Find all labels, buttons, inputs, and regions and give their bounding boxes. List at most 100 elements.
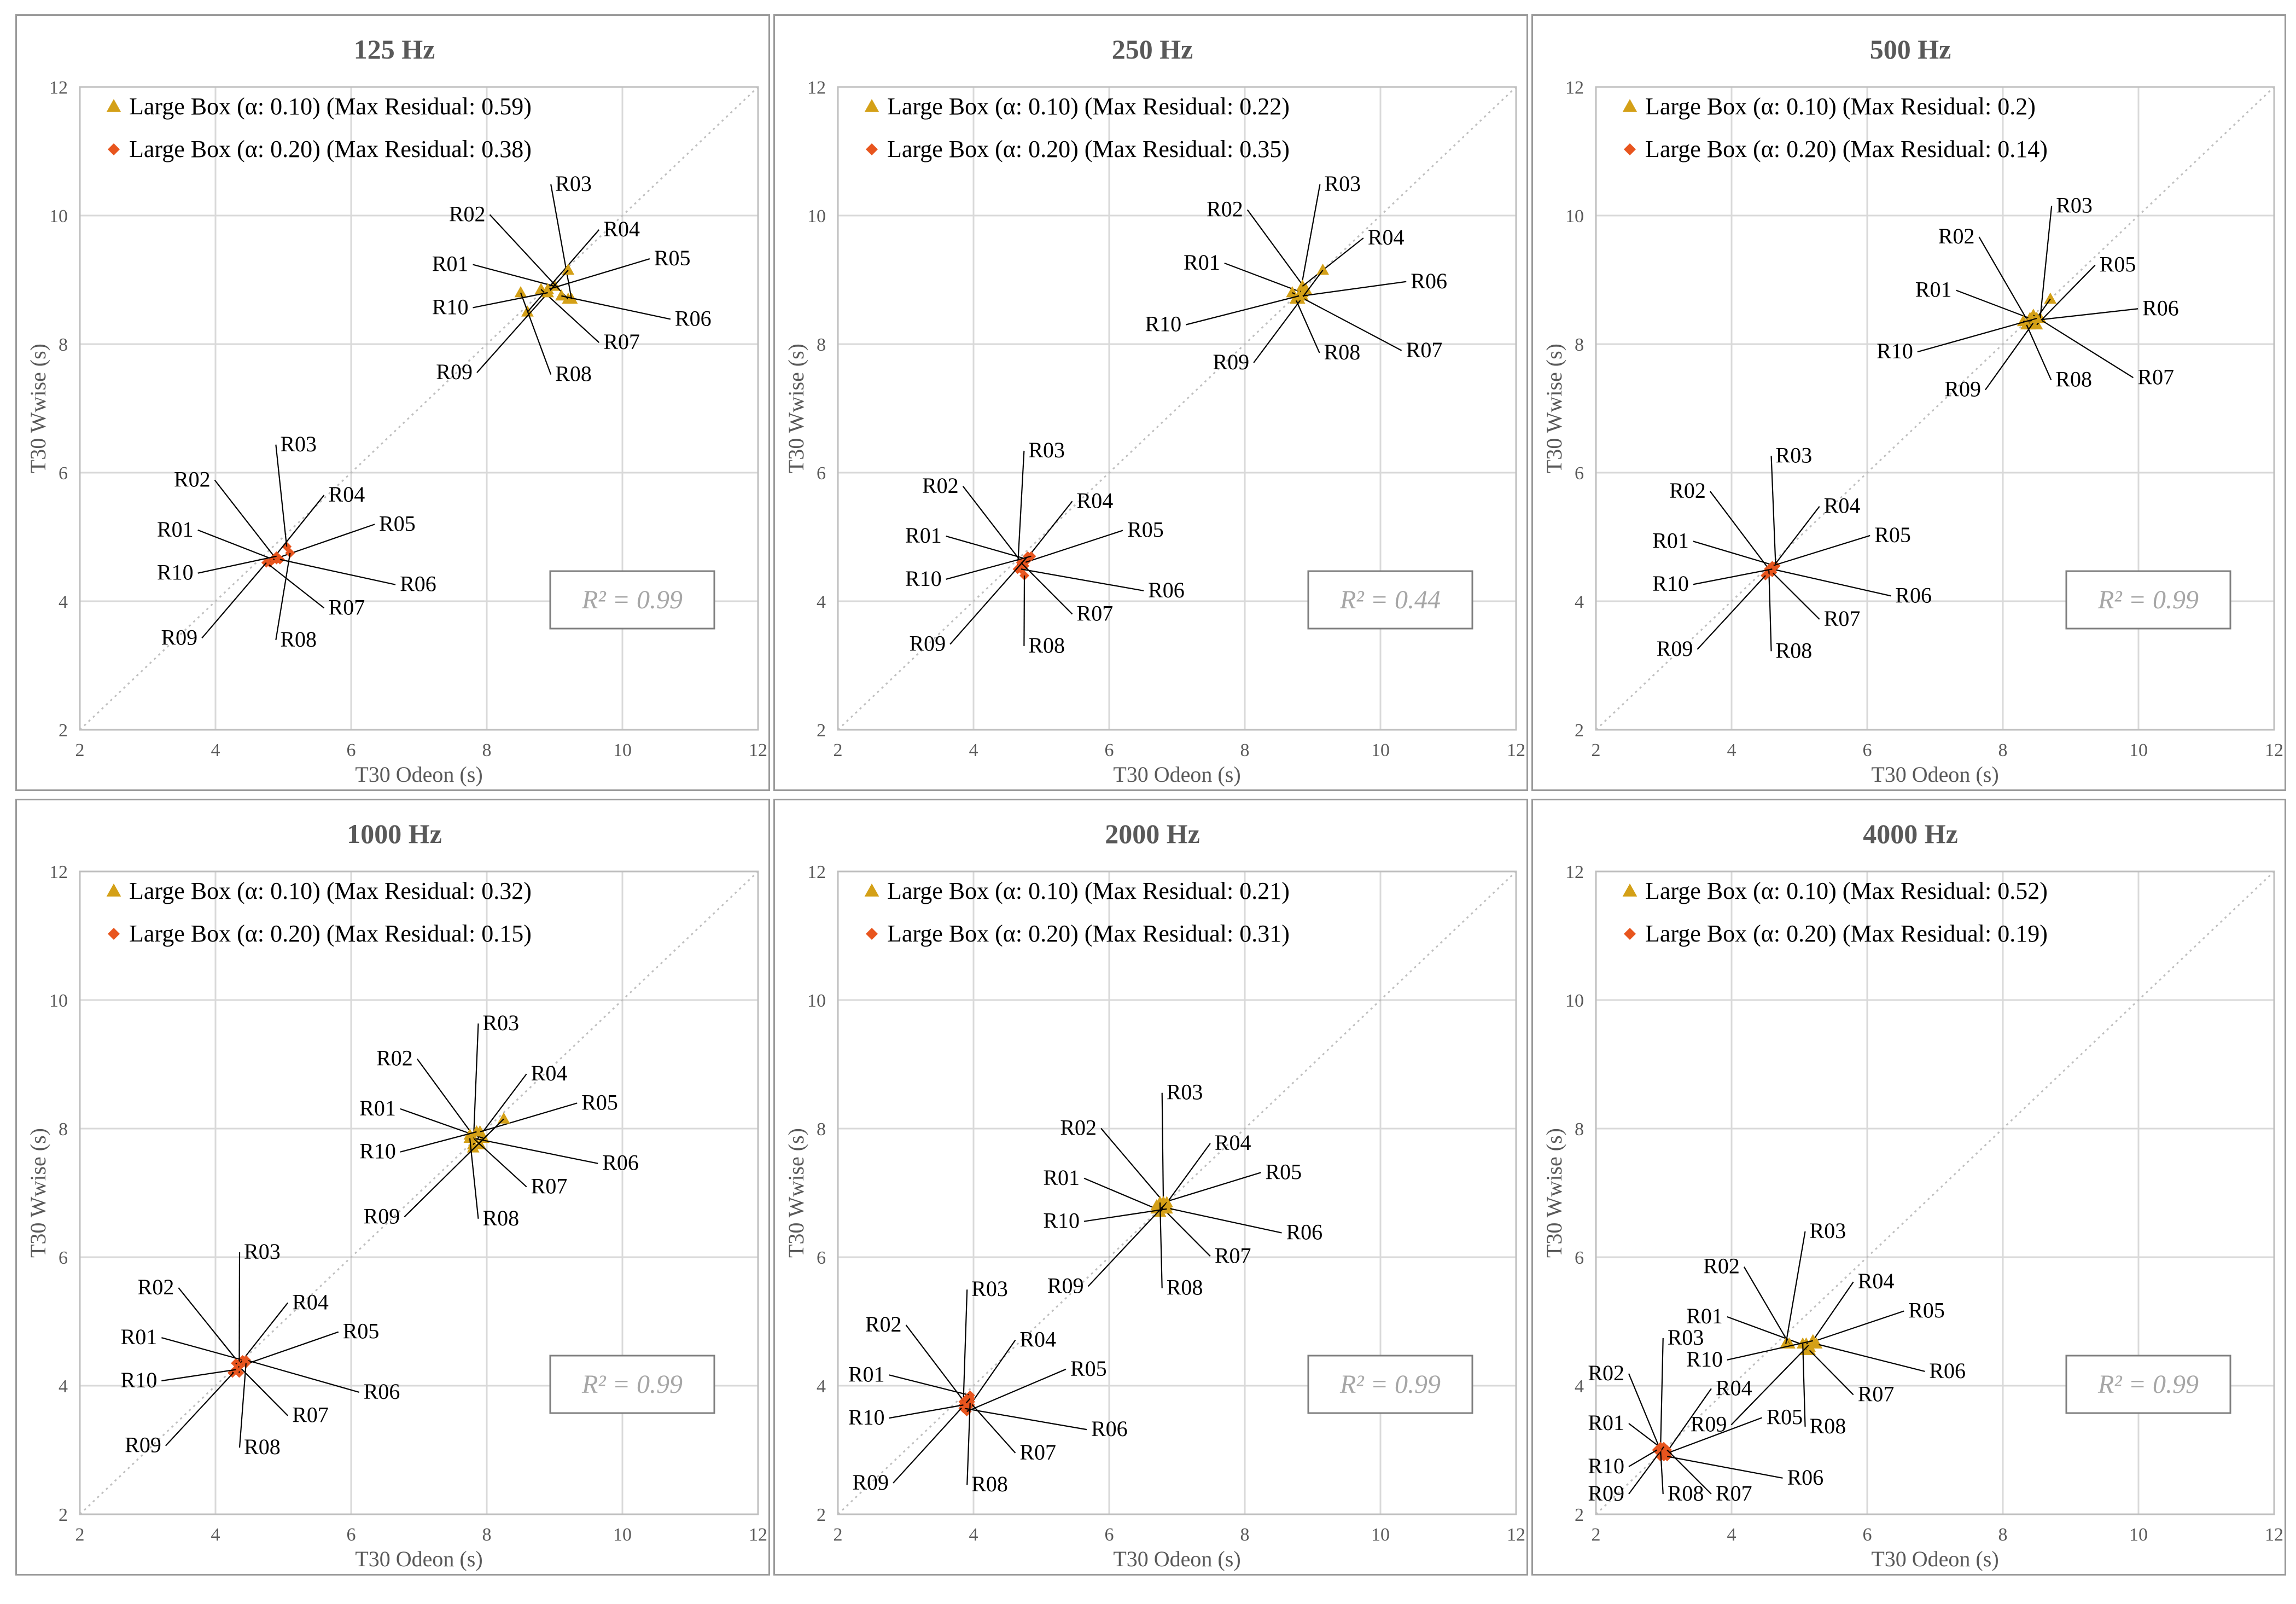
point-label: R09 bbox=[1047, 1273, 1084, 1298]
y-tick-label: 2 bbox=[59, 1505, 68, 1525]
label-leader-line bbox=[197, 555, 277, 574]
data-point-triangle bbox=[2020, 318, 2033, 330]
y-tick-label: 10 bbox=[49, 206, 68, 226]
y-tick-label: 10 bbox=[49, 991, 68, 1011]
label-leader-line bbox=[1628, 1449, 1658, 1467]
data-point-diamond bbox=[285, 548, 295, 558]
label-leader-line bbox=[1978, 236, 2031, 326]
label-leader-line bbox=[527, 229, 600, 312]
y-tick-label: 12 bbox=[807, 862, 826, 882]
point-label: R03 bbox=[1167, 1080, 1203, 1105]
data-point-triangle bbox=[497, 1112, 510, 1124]
label-leader-line bbox=[1771, 572, 1820, 620]
point-label: R02 bbox=[1669, 478, 1706, 503]
label-leader-line bbox=[966, 1398, 1016, 1454]
point-label: R02 bbox=[1938, 224, 1975, 248]
point-label: R09 bbox=[364, 1204, 400, 1228]
scatter-chart: 125 Hz 2 4 6 8 10 12 2 4 6 8 10 12 T30 Odeon (s) T30 W… bbox=[26, 34, 767, 787]
data-point-triangle bbox=[1803, 1344, 1816, 1355]
y-tick-label: 6 bbox=[59, 1248, 68, 1268]
point-label: R03 bbox=[244, 1239, 281, 1264]
point-label: R08 bbox=[2055, 367, 2092, 392]
y-tick-label: 4 bbox=[1575, 592, 1584, 612]
point-label: R01 bbox=[905, 523, 942, 548]
point-label: R01 bbox=[157, 517, 194, 542]
point-label: R06 bbox=[1895, 583, 1932, 607]
label-leader-line bbox=[473, 264, 555, 287]
point-label: R09 bbox=[436, 359, 473, 384]
point-label: R08 bbox=[1668, 1481, 1704, 1506]
label-leader-line bbox=[178, 1287, 240, 1364]
legend-entry: Large Box (α: 0.10) (Max Residual: 0.21) bbox=[887, 877, 1290, 904]
point-label: R07 bbox=[1716, 1481, 1752, 1506]
label-leader-line bbox=[165, 1366, 240, 1446]
label-leader-line bbox=[1956, 289, 2030, 319]
label-leader-line bbox=[1666, 1449, 1712, 1495]
label-leader-line bbox=[2039, 206, 2053, 319]
label-leader-line bbox=[1295, 299, 1320, 353]
label-leader-line bbox=[1802, 1344, 1806, 1427]
label-leader-line bbox=[1253, 270, 1324, 363]
x-tick-label: 4 bbox=[1727, 1525, 1736, 1545]
label-leader-line bbox=[1709, 491, 1770, 569]
label-leader-line bbox=[966, 1402, 971, 1485]
x-tick-label: 8 bbox=[482, 1525, 492, 1545]
point-label: R10 bbox=[848, 1405, 885, 1429]
label-leader-line bbox=[1727, 1340, 1814, 1361]
y-tick-label: 8 bbox=[817, 335, 826, 355]
point-label: R02 bbox=[174, 467, 211, 492]
point-label: R01 bbox=[1043, 1165, 1080, 1190]
chart-panel-1000hz: 1000 Hz 2 4 6 8 10 12 2 4 6 8 10 12 T30 Odeon (s) T30 … bbox=[15, 799, 770, 1576]
y-tick-label: 2 bbox=[1575, 720, 1584, 741]
point-label: R02 bbox=[1207, 196, 1243, 221]
y-tick-label: 12 bbox=[49, 862, 68, 882]
point-label: R03 bbox=[1324, 171, 1361, 196]
x-tick-label: 2 bbox=[75, 740, 85, 760]
label-leader-line bbox=[1185, 295, 1299, 326]
point-label: R09 bbox=[1213, 350, 1250, 374]
x-tick-label: 6 bbox=[1863, 740, 1872, 760]
chart-panel-4000hz: 4000 Hz 2 4 6 8 10 12 2 4 6 8 10 12 T30 Odeon (s) T30 … bbox=[1531, 799, 2286, 1576]
point-label: R01 bbox=[1686, 1304, 1723, 1328]
chart-title: 2000 Hz bbox=[1105, 818, 1200, 849]
label-leader-line bbox=[1917, 317, 2037, 353]
point-label: R09 bbox=[1691, 1412, 1727, 1437]
point-label: R04 bbox=[1368, 225, 1405, 249]
point-label: R09 bbox=[161, 625, 197, 649]
legend-entry: Large Box (α: 0.10) (Max Residual: 0.22) bbox=[887, 93, 1290, 120]
label-leader-line bbox=[1017, 450, 1025, 569]
data-point-triangle bbox=[463, 1131, 476, 1143]
y-axis-label: T30 Wwise (s) bbox=[1542, 1128, 1566, 1258]
data-point-diamond bbox=[1026, 551, 1036, 561]
label-leader-line bbox=[246, 1359, 360, 1393]
label-leader-line bbox=[232, 1302, 289, 1374]
label-leader-line bbox=[550, 184, 573, 299]
r-squared-box bbox=[1307, 1355, 1473, 1414]
x-tick-label: 4 bbox=[969, 740, 978, 760]
label-leader-line bbox=[1021, 568, 1144, 591]
x-axis-label: T30 Odeon (s) bbox=[1871, 762, 1998, 787]
label-leader-line bbox=[893, 1398, 971, 1484]
x-tick-label: 4 bbox=[1727, 740, 1736, 760]
data-point-triangle bbox=[1161, 1196, 1173, 1207]
point-label: R03 bbox=[280, 432, 317, 456]
reference-line bbox=[837, 870, 1517, 1515]
legend-entry: Large Box (α: 0.20) (Max Residual: 0.35) bbox=[887, 136, 1290, 162]
label-leader-line bbox=[1161, 1092, 1164, 1209]
scatter-chart: 250 Hz 2 4 6 8 10 12 2 4 6 8 10 12 T30 Odeon (s) T30 W… bbox=[784, 34, 1525, 787]
legend-entry: Large Box (α: 0.20) (Max Residual: 0.31) bbox=[887, 920, 1290, 947]
label-leader-line bbox=[2033, 315, 2134, 379]
point-label: R05 bbox=[581, 1090, 618, 1114]
point-label: R03 bbox=[483, 1010, 520, 1035]
x-tick-label: 12 bbox=[1507, 740, 1525, 760]
label-leader-line bbox=[1302, 237, 1364, 287]
point-label: R05 bbox=[2100, 252, 2136, 277]
x-tick-label: 4 bbox=[211, 740, 220, 760]
point-label: R06 bbox=[675, 306, 712, 330]
plot-frame bbox=[1595, 870, 2275, 1515]
x-tick-label: 8 bbox=[1240, 740, 1250, 760]
point-label: R01 bbox=[1915, 277, 1952, 302]
point-label: R08 bbox=[1324, 340, 1361, 364]
label-leader-line bbox=[238, 1363, 247, 1448]
legend-entry: Large Box (α: 0.20) (Max Residual: 0.14) bbox=[1645, 136, 2048, 162]
